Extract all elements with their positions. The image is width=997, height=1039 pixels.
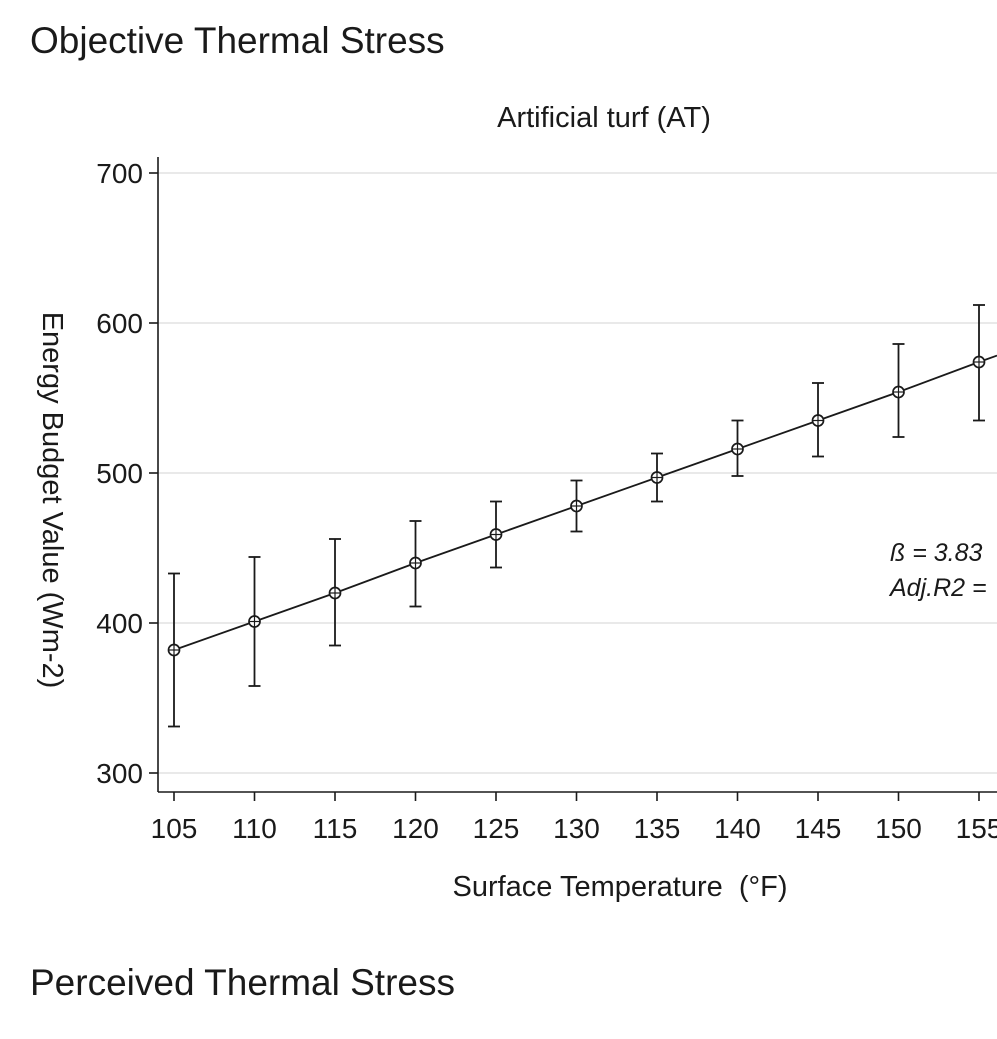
y-tick-label-400: 400 <box>96 608 143 639</box>
x-tick-label-130: 130 <box>553 813 600 844</box>
series-line <box>173 354 997 651</box>
data-point-125 <box>489 528 503 541</box>
annotation-beta: ß = 3.83 <box>890 539 983 567</box>
x-tick-label-105: 105 <box>151 813 198 844</box>
data-point-130 <box>570 499 583 513</box>
data-point-155 <box>972 355 986 369</box>
x-tick-label-150: 150 <box>875 813 922 844</box>
y-tick-label-700: 700 <box>96 158 143 189</box>
x-axis-label: Surface Temperature (°F) <box>452 871 787 903</box>
section-heading-objective: Objective Thermal Stress <box>30 20 445 61</box>
data-point-150 <box>892 385 905 399</box>
x-tick-label-135: 135 <box>634 813 681 844</box>
energy-budget-chart: 300 400 500 600 700 105 110 115 120 125 130 135 140… <box>36 102 997 903</box>
y-tick-label-500: 500 <box>96 458 143 489</box>
y-axis-ticks: 300 400 500 600 700 <box>96 158 158 789</box>
data-point-110 <box>248 615 261 628</box>
x-tick-label-140: 140 <box>714 813 761 844</box>
data-point-105 <box>167 643 181 657</box>
annotation-adj-r2: Adj.R2 = <box>888 574 987 602</box>
x-tick-label-155: 155 <box>956 813 997 844</box>
series-layer <box>167 304 997 728</box>
x-tick-label-145: 145 <box>795 813 842 844</box>
chart-title: Artificial turf (AT) <box>497 102 711 134</box>
grid-lines <box>158 172 997 774</box>
data-point-115 <box>328 586 342 600</box>
data-point-145 <box>811 414 825 427</box>
data-point-135 <box>650 471 664 484</box>
x-tick-label-120: 120 <box>392 813 439 844</box>
x-tick-label-125: 125 <box>473 813 520 844</box>
x-axis-ticks: 105 110 115 120 125 130 135 140 145 150 155 <box>151 792 997 844</box>
data-point-140 <box>731 442 744 456</box>
y-axis-label: Energy Budget Value (Wm-2) <box>36 312 68 689</box>
x-tick-label-115: 115 <box>313 813 358 844</box>
section-heading-perceived: Perceived Thermal Stress <box>30 962 455 1003</box>
x-tick-label-110: 110 <box>232 813 277 844</box>
y-tick-label-600: 600 <box>96 308 143 339</box>
data-point-120 <box>409 556 422 570</box>
y-tick-label-300: 300 <box>96 758 143 789</box>
